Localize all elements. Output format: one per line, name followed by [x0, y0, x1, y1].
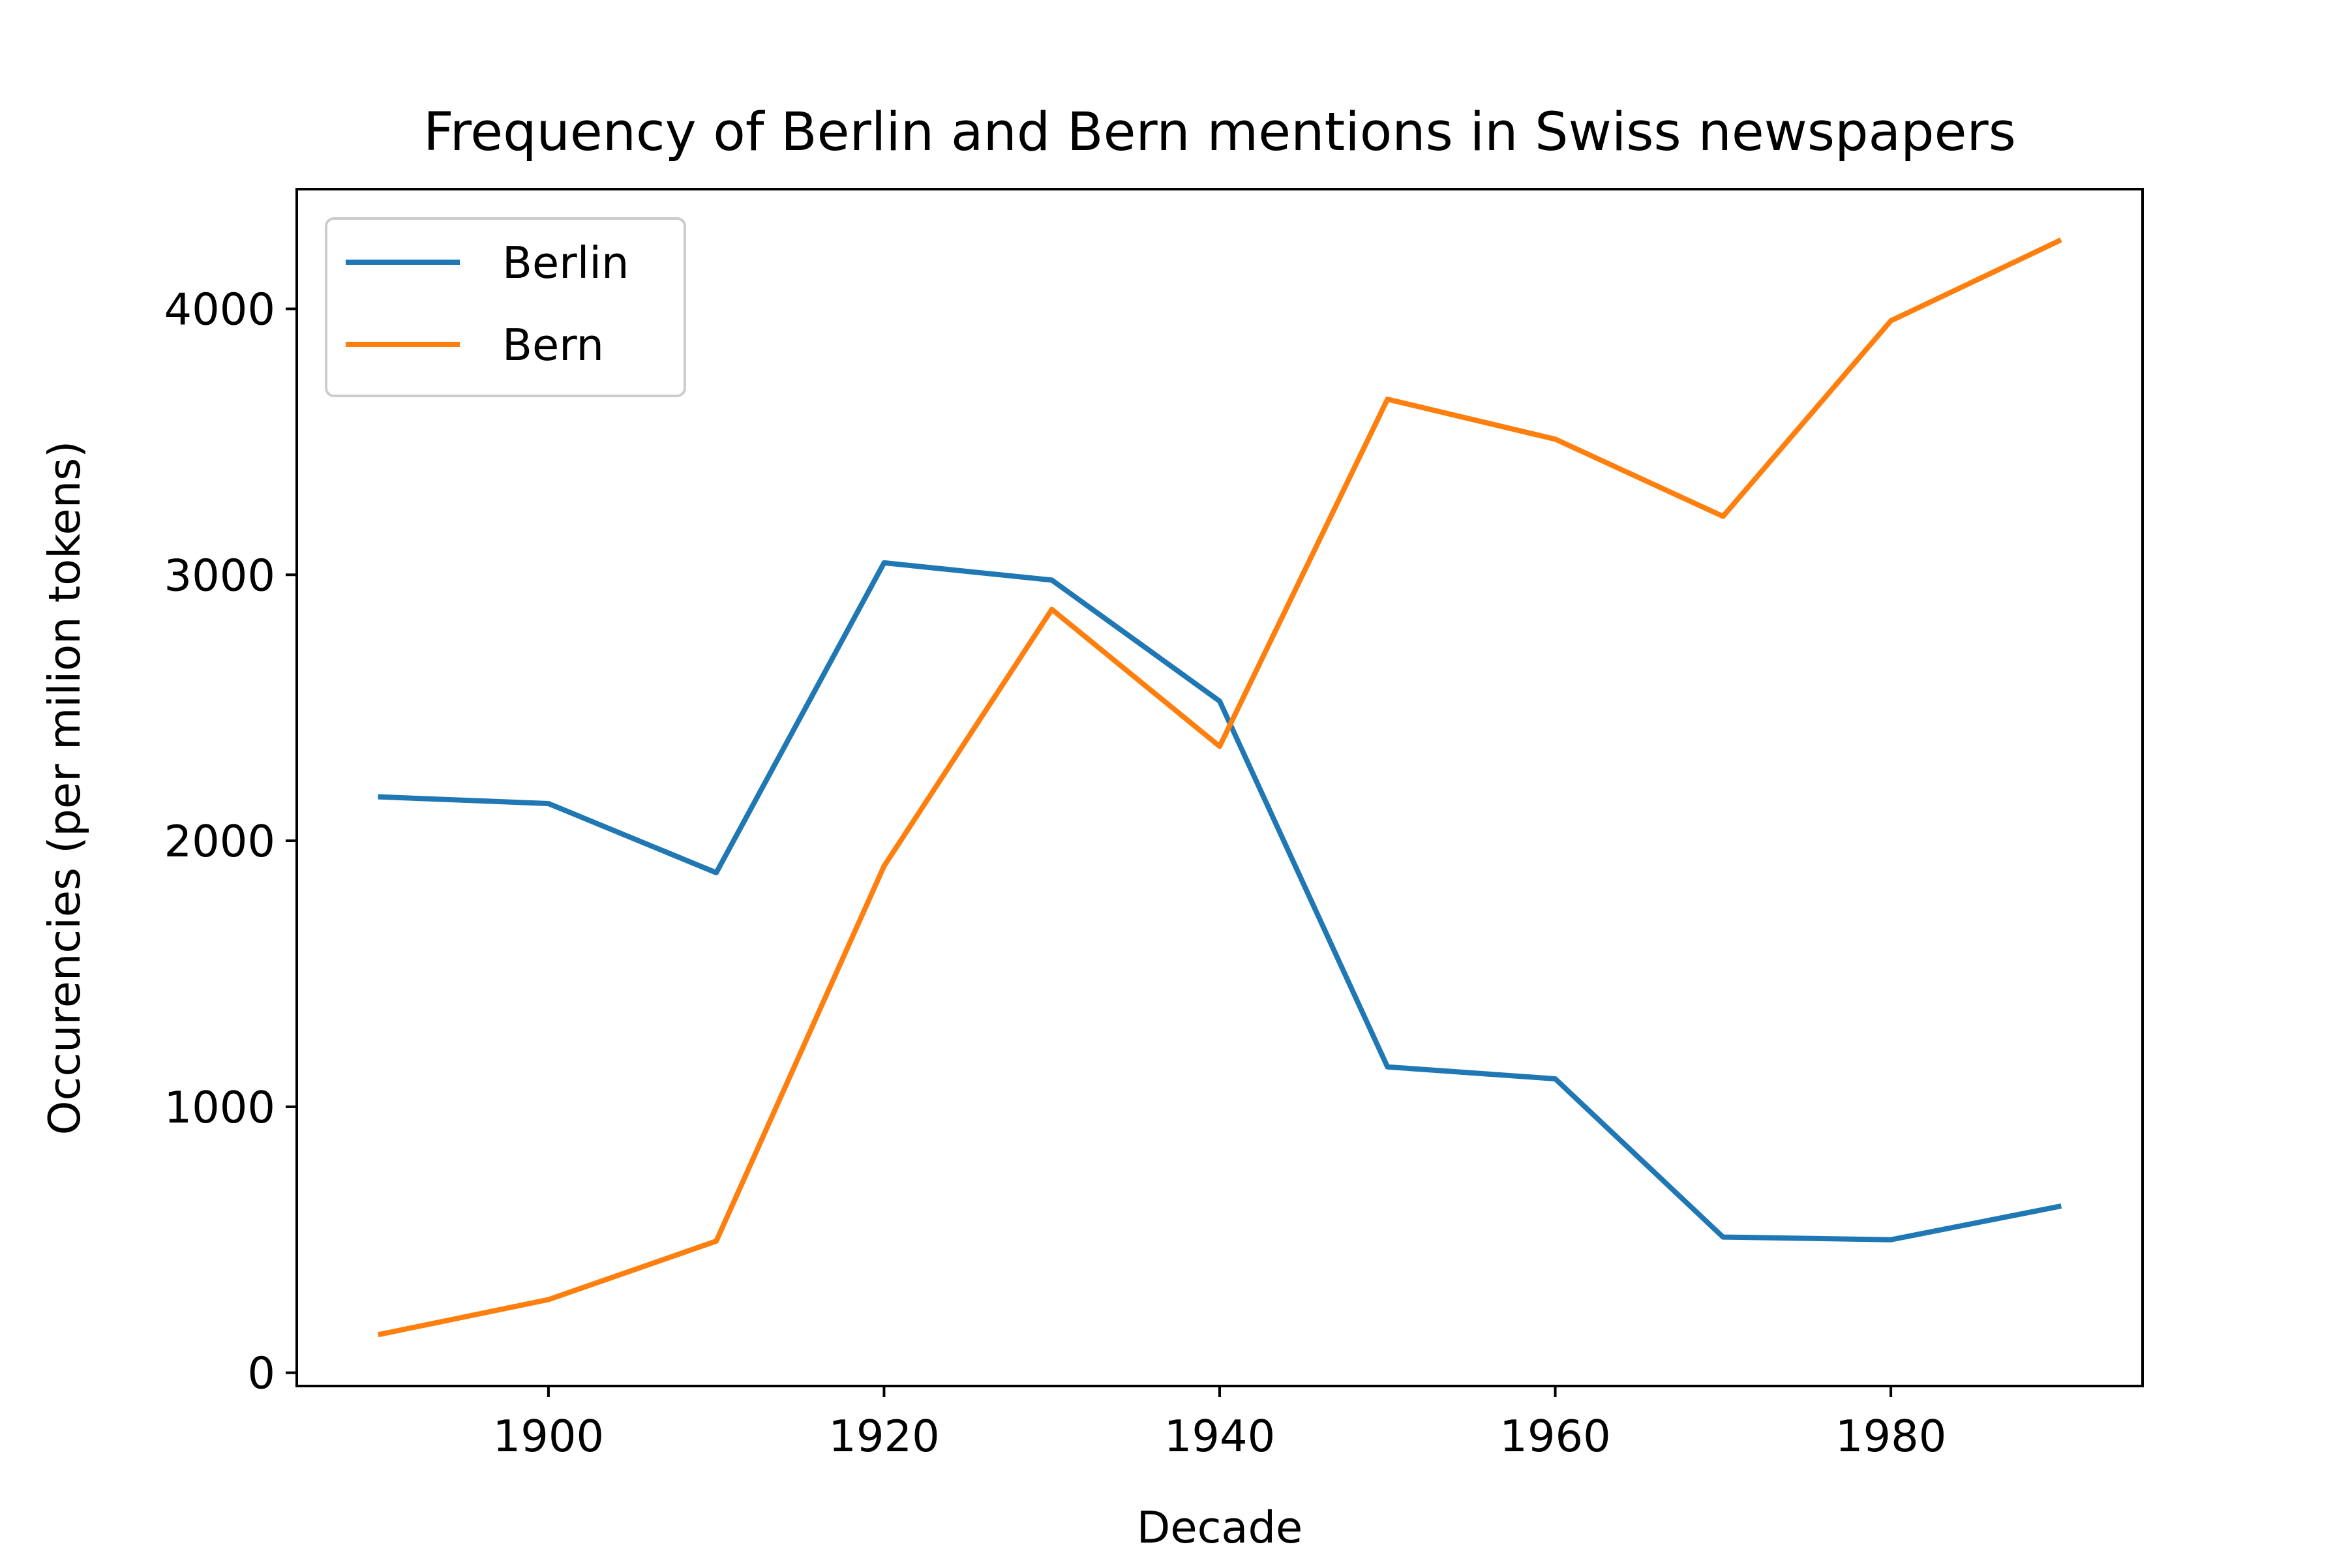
- x-axis-ticks: 1900 1920 1940 1960 1980: [493, 1386, 1947, 1462]
- series-line-bern: [377, 237, 2062, 1338]
- y-tick-label: 3000: [164, 550, 275, 601]
- x-tick-label: 1980: [1835, 1411, 1947, 1462]
- y-axis-ticks: 0 1000 2000 3000 4000: [164, 284, 297, 1399]
- y-tick-label: 4000: [164, 284, 275, 335]
- x-tick-label: 1960: [1499, 1411, 1611, 1462]
- legend-label-berlin: Berlin: [502, 237, 629, 288]
- legend-entries: Berlin Bern: [346, 237, 629, 370]
- x-tick-label: 1940: [1164, 1411, 1276, 1462]
- series-lines: [377, 237, 2062, 1338]
- chart-title: Frequency of Berlin and Bern mentions in…: [423, 102, 2016, 163]
- x-tick-label: 1920: [828, 1411, 940, 1462]
- plot-frame: [295, 188, 2144, 1387]
- x-tick-label: 1900: [493, 1411, 605, 1462]
- y-tick-label: 2000: [164, 816, 275, 867]
- legend-label-bern: Bern: [502, 320, 604, 370]
- y-tick-label: 1000: [164, 1082, 275, 1133]
- x-axis-label: Decade: [1137, 1502, 1302, 1553]
- series-line-berlin: [378, 560, 2062, 1243]
- y-axis-label: Occurencies (per milion tokens): [39, 441, 90, 1136]
- legend: Berlin Bern: [325, 217, 686, 397]
- y-tick-label: 0: [247, 1348, 275, 1399]
